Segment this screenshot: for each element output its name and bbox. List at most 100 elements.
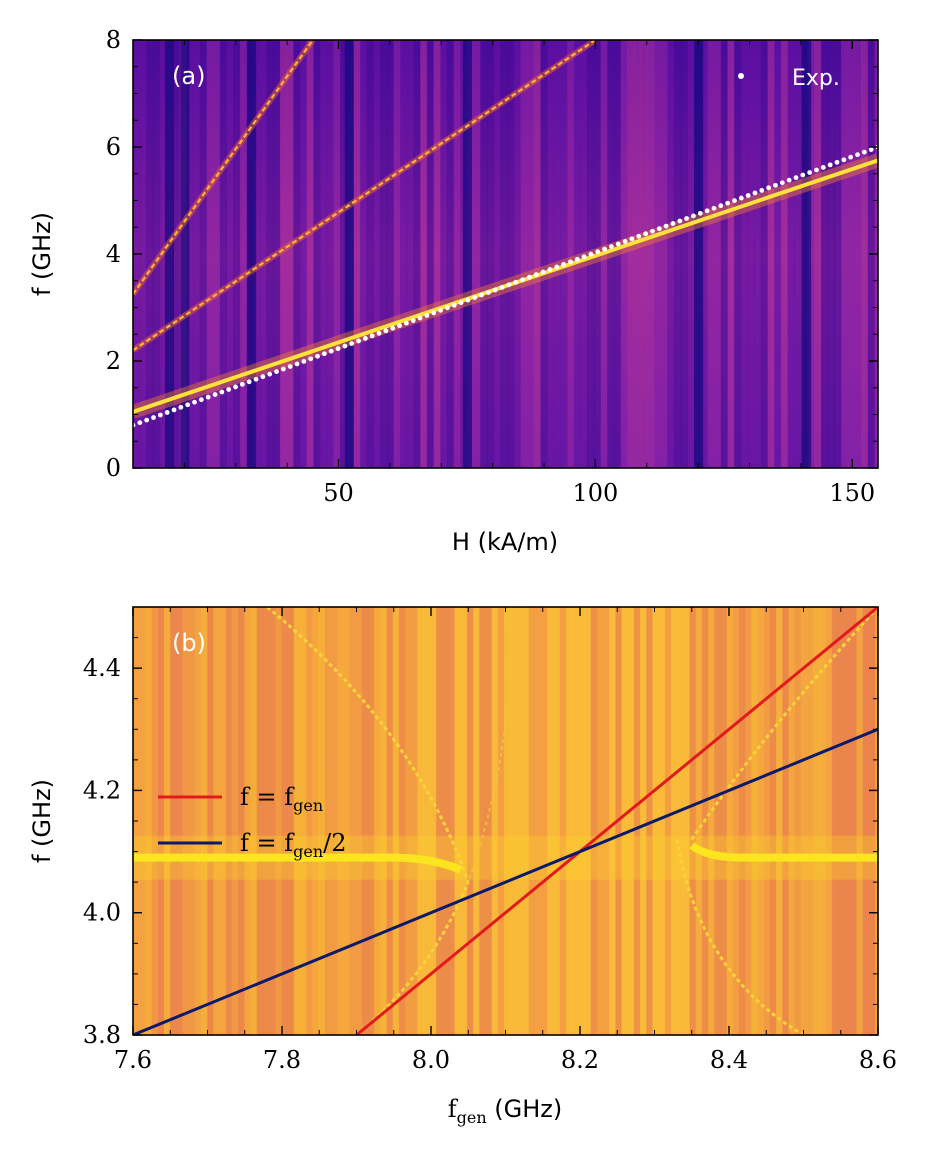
heatmap-column	[318, 607, 326, 1035]
heatmap-column	[435, 607, 443, 1035]
exp-point	[793, 175, 799, 181]
heatmap-column	[807, 607, 814, 1035]
exp-point	[267, 371, 273, 377]
heatmap-column	[572, 607, 579, 1035]
heatmap-column	[565, 607, 573, 1035]
exp-point	[157, 412, 163, 418]
exp-point	[424, 313, 430, 318]
heatmap-column	[653, 40, 662, 468]
heatmap-column	[355, 607, 363, 1035]
heatmap-column	[813, 607, 820, 1035]
heatmap-column	[774, 40, 782, 468]
heatmap-column	[708, 607, 715, 1035]
heatmap-column	[480, 40, 488, 468]
exp-point	[718, 203, 724, 209]
heatmap-column	[868, 607, 876, 1035]
heatmap-column	[262, 607, 270, 1035]
exp-point	[609, 244, 614, 249]
exp-point	[827, 162, 833, 168]
exp-point	[513, 279, 519, 285]
panel-b-ticks: 7.6 7.8 8.0 8.2 8.4 8.6 3.8 4.0 4.2 4.4	[83, 606, 897, 1074]
heatmap-column	[534, 607, 542, 1035]
heatmap-column	[738, 607, 746, 1035]
heatmap-column	[151, 607, 159, 1035]
heatmap-column	[640, 607, 647, 1035]
heatmap-column	[433, 40, 441, 468]
heatmap-column	[386, 40, 394, 468]
exp-point	[670, 221, 676, 226]
exp-point	[212, 392, 218, 397]
heatmap-column	[411, 607, 418, 1035]
heatmap-column	[522, 607, 530, 1035]
exp-point	[465, 297, 471, 303]
heatmap-column	[837, 607, 845, 1035]
y-tick-label: 6	[106, 133, 121, 161]
heatmap-column	[862, 607, 870, 1035]
exp-point	[800, 172, 806, 178]
heatmap-column	[831, 607, 839, 1035]
exp-point	[745, 193, 751, 198]
exp-point	[205, 394, 211, 400]
exp-point	[779, 180, 785, 186]
heatmap-column	[596, 607, 604, 1035]
heatmap-column	[182, 607, 190, 1035]
exp-point	[253, 376, 259, 382]
x-tick-label: 7.6	[114, 1046, 152, 1074]
heatmap-column	[819, 607, 826, 1035]
heatmap-column	[281, 607, 288, 1035]
heatmap-column	[429, 607, 437, 1035]
heatmap-column	[253, 40, 261, 468]
heatmap-column	[754, 40, 762, 468]
heatmap-column	[607, 40, 615, 468]
heatmap-column	[540, 40, 548, 468]
exp-point	[759, 187, 765, 193]
heatmap-column	[446, 40, 455, 468]
heatmap-column	[293, 607, 301, 1035]
exp-point	[328, 348, 334, 354]
heatmap-column	[553, 607, 561, 1035]
heatmap-column	[714, 40, 722, 468]
y-tick-label: 4.2	[83, 776, 121, 804]
heatmap-column	[613, 40, 622, 468]
y-tick-label: 0	[106, 454, 121, 482]
heatmap-column	[627, 40, 635, 468]
exp-point	[178, 404, 184, 410]
heatmap-column	[324, 607, 332, 1035]
heatmap-column	[145, 607, 152, 1035]
exp-point	[280, 366, 286, 372]
exp-point	[602, 246, 608, 252]
heatmap-column	[225, 607, 233, 1035]
heatmap-column	[516, 607, 523, 1035]
heatmap-dark-column	[180, 40, 190, 468]
panel-a-legend-marker	[738, 73, 744, 79]
legend-label-f-gen: f = fgen	[240, 783, 323, 815]
heatmap-column	[226, 40, 234, 468]
heatmap-column	[250, 607, 258, 1035]
heatmap-column	[207, 607, 214, 1035]
heatmap-column	[680, 40, 688, 468]
x-tick-label: 8.0	[412, 1046, 450, 1074]
heatmap-column	[533, 40, 541, 468]
heatmap-column	[413, 40, 421, 468]
exp-point	[595, 249, 601, 255]
heatmap-column	[139, 40, 147, 468]
panel-b-stripes	[133, 607, 878, 1035]
heatmap-column	[700, 40, 708, 468]
heatmap-column	[199, 40, 207, 468]
exp-point	[520, 277, 525, 283]
heatmap-column	[473, 607, 480, 1035]
heatmap-column	[660, 40, 668, 468]
heatmap-column	[186, 40, 194, 468]
exp-point	[274, 369, 279, 375]
panel-a-xlabel: H (kA/m)	[452, 528, 558, 556]
heatmap-column	[453, 40, 461, 468]
exp-point	[356, 338, 361, 344]
heatmap-column	[170, 607, 177, 1035]
heatmap-column	[299, 607, 307, 1035]
heatmap-column	[479, 607, 486, 1035]
exp-point	[383, 328, 389, 334]
x-tick-label: 50	[323, 479, 354, 507]
exp-point	[568, 259, 573, 265]
exp-point	[868, 147, 874, 152]
x-tick-label: 8.6	[859, 1046, 897, 1074]
